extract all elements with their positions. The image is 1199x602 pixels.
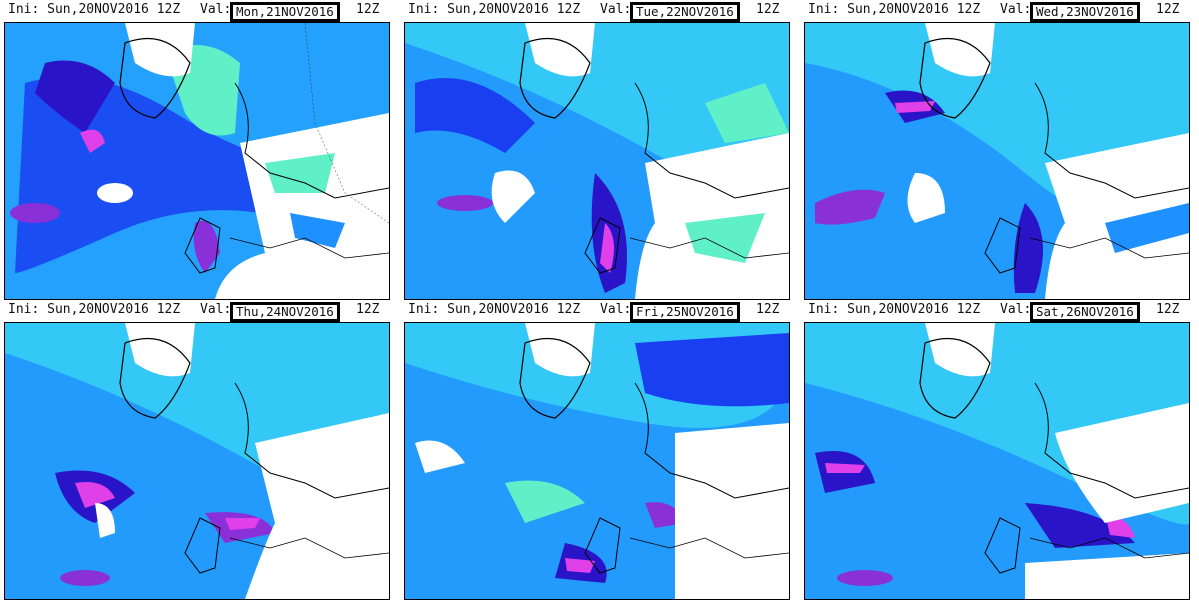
panel-header: Ini: Sun,20NOV2016 12Z Val: Thu,24NOV201… <box>0 300 392 322</box>
precipitation-map <box>4 22 390 300</box>
panel-header: Ini: Sun,20NOV2016 12Z Val: Mon,21NOV201… <box>0 0 392 22</box>
map-graphic <box>5 23 389 299</box>
run-hour: 12Z <box>756 302 780 317</box>
valid-label: Val: <box>600 2 632 17</box>
run-hour: 12Z <box>1156 2 1180 17</box>
valid-date-box: Mon,21NOV2016 <box>230 2 340 22</box>
map-graphic <box>5 323 389 599</box>
valid-label: Val: <box>600 302 632 317</box>
precipitation-map <box>804 22 1190 300</box>
init-time: Ini: Sun,20NOV2016 12Z <box>8 302 181 317</box>
forecast-panel-2: Ini: Sun,20NOV2016 12Z Val: Tue,22NOV201… <box>400 0 792 300</box>
run-hour: 12Z <box>1156 302 1180 317</box>
map-graphic <box>805 23 1189 299</box>
valid-date-box: Tue,22NOV2016 <box>630 2 740 22</box>
valid-label: Val: <box>1000 302 1032 317</box>
run-hour: 12Z <box>356 302 380 317</box>
valid-label: Val: <box>200 302 232 317</box>
map-graphic <box>405 23 789 299</box>
init-time: Ini: Sun,20NOV2016 12Z <box>808 302 981 317</box>
panel-header: Ini: Sun,20NOV2016 12Z Val: Sat,26NOV201… <box>800 300 1192 322</box>
panel-header: Ini: Sun,20NOV2016 12Z Val: Fri,25NOV201… <box>400 300 792 322</box>
init-time: Ini: Sun,20NOV2016 12Z <box>8 2 181 17</box>
precipitation-map <box>4 322 390 600</box>
valid-date-box: Wed,23NOV2016 <box>1030 2 1140 22</box>
init-time: Ini: Sun,20NOV2016 12Z <box>408 302 581 317</box>
precipitation-map <box>404 322 790 600</box>
init-time: Ini: Sun,20NOV2016 12Z <box>408 2 581 17</box>
valid-label: Val: <box>200 2 232 17</box>
forecast-panel-3: Ini: Sun,20NOV2016 12Z Val: Wed,23NOV201… <box>800 0 1192 300</box>
precipitation-map <box>804 322 1190 600</box>
valid-date-box: Thu,24NOV2016 <box>230 302 340 322</box>
valid-date-box: Fri,25NOV2016 <box>630 302 740 322</box>
forecast-panel-6: Ini: Sun,20NOV2016 12Z Val: Sat,26NOV201… <box>800 300 1192 600</box>
forecast-panel-1: Ini: Sun,20NOV2016 12Z Val: Mon,21NOV201… <box>0 0 392 300</box>
forecast-panel-4: Ini: Sun,20NOV2016 12Z Val: Thu,24NOV201… <box>0 300 392 600</box>
valid-date-box: Sat,26NOV2016 <box>1030 302 1140 322</box>
run-hour: 12Z <box>756 2 780 17</box>
valid-label: Val: <box>1000 2 1032 17</box>
panel-header: Ini: Sun,20NOV2016 12Z Val: Tue,22NOV201… <box>400 0 792 22</box>
map-graphic <box>405 323 789 599</box>
map-graphic <box>805 323 1189 599</box>
panel-header: Ini: Sun,20NOV2016 12Z Val: Wed,23NOV201… <box>800 0 1192 22</box>
forecast-panel-5: Ini: Sun,20NOV2016 12Z Val: Fri,25NOV201… <box>400 300 792 600</box>
run-hour: 12Z <box>356 2 380 17</box>
precipitation-map <box>404 22 790 300</box>
init-time: Ini: Sun,20NOV2016 12Z <box>808 2 981 17</box>
